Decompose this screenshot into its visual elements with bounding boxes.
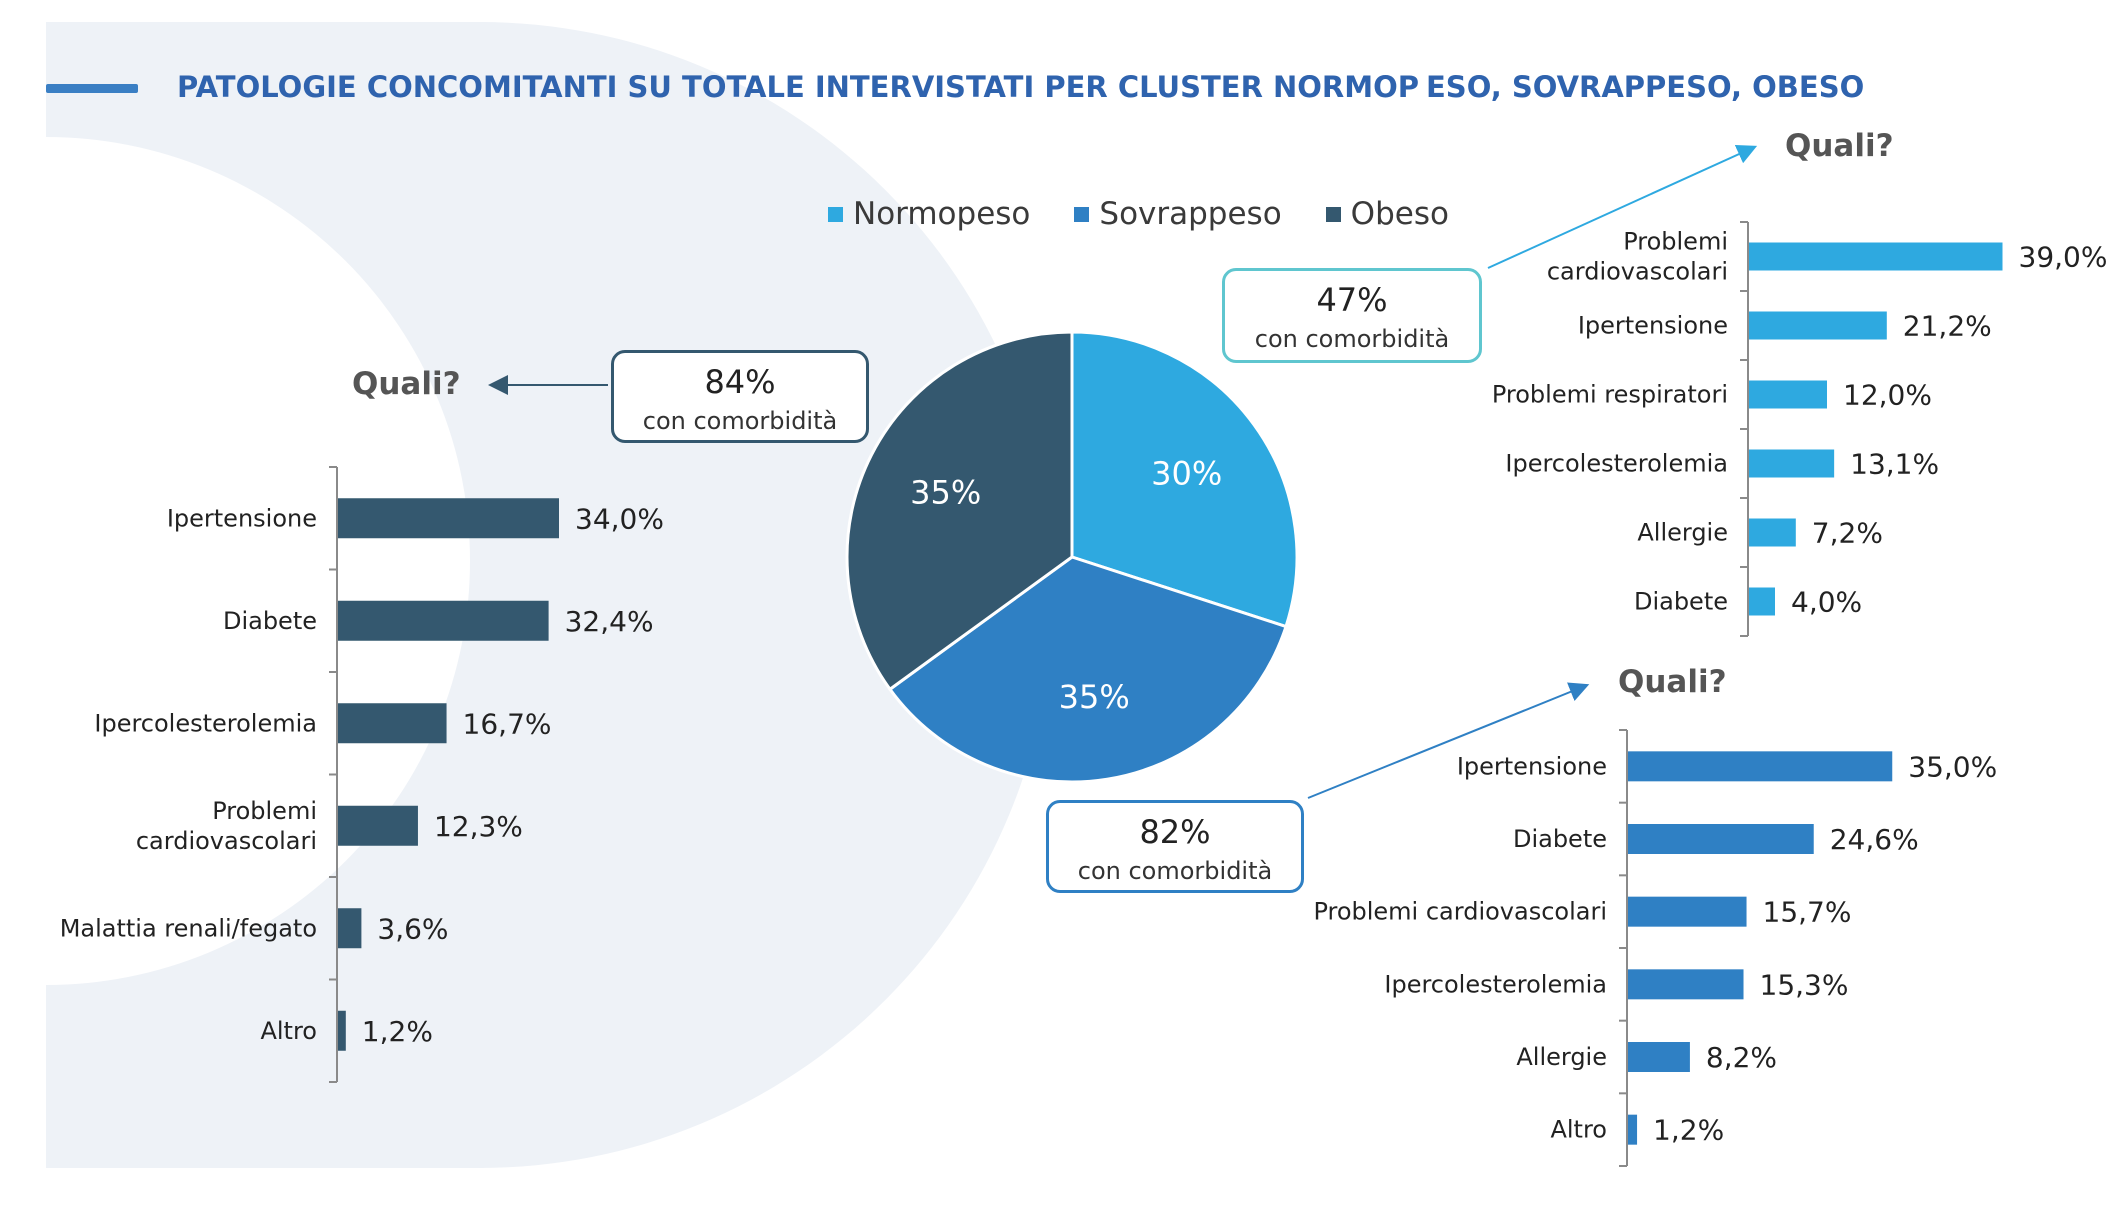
bar-sovrappeso-1 — [1628, 824, 1814, 854]
bar-value-label: 8,2% — [1706, 1041, 1777, 1074]
bar-category-label: Allergie — [1637, 519, 1728, 547]
pie-slice-obeso — [845, 330, 1074, 692]
callout-sovrappeso-pct: 82% — [1139, 813, 1211, 851]
bar-category-label: Problemi cardiovascolari — [1547, 228, 1728, 286]
bar-sovrappeso-4 — [1628, 1042, 1690, 1072]
callout-obeso-sub: con comorbidità — [642, 407, 838, 435]
quali-label-obeso: Quali? — [352, 366, 461, 402]
bar-category-label: Allergie — [1516, 1043, 1607, 1071]
pie-slice-normopeso — [1070, 330, 1299, 629]
bar-chart-sovrappeso: 35,0% Ipertensione 24,6% Diabete 15,7% Proble… — [1313, 729, 1997, 1167]
callout-normopeso-sub: con comorbidità — [1254, 325, 1450, 353]
bar-sovrappeso-0 — [1628, 751, 1893, 782]
bar-obeso-1 — [338, 600, 549, 641]
bar-category-label: Diabete — [223, 607, 317, 635]
bar-category-label: Ipercolesterolemia — [1384, 970, 1607, 998]
bar-normopeso-3 — [1749, 449, 1835, 478]
background-arc — [46, 22, 1053, 1168]
bar-value-label: 1,2% — [1653, 1114, 1724, 1147]
callout-obeso-pct: 84% — [704, 363, 776, 401]
bar-value-label: 7,2% — [1812, 517, 1883, 550]
bar-normopeso-5 — [1749, 587, 1775, 616]
bar-category-label: Ipertensione — [167, 504, 317, 532]
bar-category-label: Altro — [1550, 1116, 1607, 1144]
title-accent-line — [46, 84, 138, 93]
bar-category-label: Ipercolesterolemia — [94, 709, 317, 737]
bar-category-label: Ipercolesterolemia — [1505, 450, 1728, 478]
bar-normopeso-0 — [1749, 242, 2003, 271]
bar-category-label: Ipertensione — [1457, 752, 1607, 780]
callout-sovrappeso: 82% con comorbidità — [1046, 800, 1304, 893]
bar-chart-normopeso: 39,0% Problemi cardiovascolari 21,2% Iperten… — [1492, 221, 2108, 637]
bar-category-label: Diabete — [1634, 588, 1728, 616]
bar-sovrappeso-2 — [1628, 896, 1747, 927]
bar-value-label: 1,2% — [362, 1015, 433, 1048]
pie-chart: 30% 35% 35% — [845, 330, 1299, 784]
bar-obeso-0 — [338, 498, 559, 539]
legend-swatch-sovrappeso — [1074, 206, 1090, 222]
bar-sovrappeso-3 — [1628, 969, 1744, 1000]
bar-value-label: 15,7% — [1763, 896, 1852, 929]
bar-obeso-3 — [338, 805, 418, 846]
quali-label-normopeso: Quali? — [1785, 128, 1894, 164]
legend-item-sovrappeso: Sovrappeso — [1074, 196, 1282, 232]
callout-normopeso: 47% con comorbidità — [1222, 268, 1482, 363]
bar-value-label: 35,0% — [1908, 750, 1997, 783]
page-title: PATOLOGIE CONCOMITANTI SU TOTALE INTERVI… — [177, 70, 1420, 104]
bar-value-label: 39,0% — [2019, 241, 2108, 274]
callout-sovrappeso-sub: con comorbidità — [1077, 857, 1273, 885]
bar-value-label: 16,7% — [463, 707, 552, 740]
bar-category-label: Diabete — [1513, 825, 1607, 853]
legend-swatch-normopeso — [828, 206, 843, 222]
bar-category-label: Problemi respiratori — [1492, 381, 1728, 409]
bar-value-label: 32,4% — [565, 605, 654, 638]
pie-label-obeso: 35% — [910, 474, 981, 512]
bar-obeso-5 — [338, 1010, 346, 1051]
bar-category-label: Problemi cardiovascolari — [136, 797, 317, 855]
legend-label-obeso: Obeso — [1350, 196, 1449, 232]
bar-category-label: Problemi cardiovascolari — [1313, 898, 1607, 926]
bar-sovrappeso-5 — [1628, 1114, 1638, 1145]
legend-swatch-obeso — [1325, 206, 1341, 222]
bar-obeso-2 — [338, 703, 447, 744]
quali-label-sovrappeso: Quali? — [1618, 664, 1727, 700]
bar-value-label: 12,0% — [1843, 379, 1932, 412]
pie-label-normopeso: 30% — [1151, 455, 1222, 493]
bar-value-label: 21,2% — [1903, 310, 1992, 343]
bar-normopeso-1 — [1749, 311, 1887, 340]
pie-label-sovrappeso: 35% — [1059, 678, 1130, 716]
legend-label-sovrappeso: Sovrappeso — [1099, 196, 1282, 232]
bar-value-label: 12,3% — [434, 810, 523, 843]
bar-normopeso-4 — [1749, 518, 1796, 547]
pie-slice-sovrappeso — [887, 555, 1288, 784]
legend-item-obeso: Obeso — [1325, 196, 1449, 232]
page-title-continued: ESO, SOVRAPPESO, OBESO — [1426, 70, 1865, 104]
bar-normopeso-2 — [1749, 380, 1827, 409]
bar-value-label: 15,3% — [1760, 968, 1849, 1001]
legend-item-normopeso: Normopeso — [828, 196, 1030, 232]
bar-chart-obeso: 34,0% Ipertensione 32,4% Diabete 16,7% Iperco… — [60, 466, 664, 1083]
bar-value-label: 34,0% — [575, 502, 664, 535]
arrow-sovrappeso — [1307, 682, 1590, 799]
pie-legend: Normopeso Sovrappeso Obeso — [828, 196, 1449, 232]
callout-normopeso-pct: 47% — [1316, 281, 1388, 319]
bar-value-label: 4,0% — [1791, 586, 1862, 619]
bar-value-label: 3,6% — [377, 912, 448, 945]
bar-value-label: 24,6% — [1830, 823, 1919, 856]
bar-value-label: 13,1% — [1850, 448, 1939, 481]
bar-obeso-4 — [338, 908, 362, 949]
callout-obeso: 84% con comorbidità — [611, 350, 869, 443]
arrow-normopeso — [1487, 145, 1758, 269]
bar-category-label: Altro — [260, 1017, 317, 1045]
legend-label-normopeso: Normopeso — [853, 196, 1031, 232]
bar-category-label: Ipertensione — [1578, 312, 1728, 340]
bar-category-label: Malattia renali/fegato — [60, 914, 317, 942]
